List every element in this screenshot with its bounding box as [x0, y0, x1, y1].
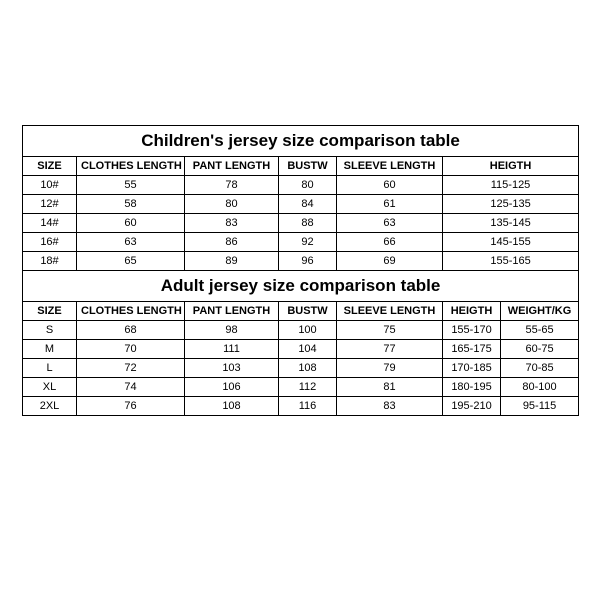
col-size: SIZE — [23, 157, 77, 176]
cell: 104 — [279, 340, 337, 359]
cell: 112 — [279, 378, 337, 397]
cell: XL — [23, 378, 77, 397]
table-row: 14# 60 83 88 63 135-145 — [23, 214, 579, 233]
cell: 60-75 — [501, 340, 579, 359]
cell: 111 — [185, 340, 279, 359]
cell: 180-195 — [443, 378, 501, 397]
col-bust: BUSTW — [279, 302, 337, 321]
cell: 89 — [185, 252, 279, 271]
cell: 125-135 — [443, 195, 579, 214]
cell: M — [23, 340, 77, 359]
cell: 55-65 — [501, 321, 579, 340]
cell: 12# — [23, 195, 77, 214]
col-bust: BUSTW — [279, 157, 337, 176]
cell: 72 — [77, 359, 185, 378]
cell: 81 — [337, 378, 443, 397]
cell: 80-100 — [501, 378, 579, 397]
cell: 88 — [279, 214, 337, 233]
cell: 195-210 — [443, 397, 501, 416]
table-row: L 72 103 108 79 170-185 70-85 — [23, 359, 579, 378]
cell: 14# — [23, 214, 77, 233]
col-cloth: CLOTHES LENGTH — [77, 157, 185, 176]
cell: 77 — [337, 340, 443, 359]
col-size: SIZE — [23, 302, 77, 321]
col-sleeve: SLEEVE LENGTH — [337, 157, 443, 176]
cell: 10# — [23, 176, 77, 195]
cell: 74 — [77, 378, 185, 397]
cell: 63 — [337, 214, 443, 233]
cell: 108 — [185, 397, 279, 416]
col-height: HEIGTH — [443, 157, 579, 176]
cell: 145-155 — [443, 233, 579, 252]
cell: 116 — [279, 397, 337, 416]
cell: 155-165 — [443, 252, 579, 271]
cell: 55 — [77, 176, 185, 195]
cell: 155-170 — [443, 321, 501, 340]
cell: L — [23, 359, 77, 378]
cell: 92 — [279, 233, 337, 252]
col-cloth: CLOTHES LENGTH — [77, 302, 185, 321]
cell: 75 — [337, 321, 443, 340]
cell: 78 — [185, 176, 279, 195]
table-row: 12# 58 80 84 61 125-135 — [23, 195, 579, 214]
cell: 16# — [23, 233, 77, 252]
cell: 83 — [337, 397, 443, 416]
cell: 60 — [77, 214, 185, 233]
cell: 2XL — [23, 397, 77, 416]
cell: 80 — [185, 195, 279, 214]
cell: 60 — [337, 176, 443, 195]
cell: 58 — [77, 195, 185, 214]
col-sleeve: SLEEVE LENGTH — [337, 302, 443, 321]
cell: 69 — [337, 252, 443, 271]
cell: 170-185 — [443, 359, 501, 378]
cell: 83 — [185, 214, 279, 233]
table-row: 2XL 76 108 116 83 195-210 95-115 — [23, 397, 579, 416]
col-pant: PANT LENGTH — [185, 302, 279, 321]
table-row: 18# 65 89 96 69 155-165 — [23, 252, 579, 271]
cell: 76 — [77, 397, 185, 416]
cell: 84 — [279, 195, 337, 214]
cell: 108 — [279, 359, 337, 378]
cell: 96 — [279, 252, 337, 271]
cell: 100 — [279, 321, 337, 340]
cell: 86 — [185, 233, 279, 252]
adult-title: Adult jersey size comparison table — [23, 271, 579, 302]
cell: 66 — [337, 233, 443, 252]
cell: 79 — [337, 359, 443, 378]
cell: 135-145 — [443, 214, 579, 233]
table-row: S 68 98 100 75 155-170 55-65 — [23, 321, 579, 340]
adult-title-row: Adult jersey size comparison table — [23, 271, 579, 302]
cell: 68 — [77, 321, 185, 340]
cell: 95-115 — [501, 397, 579, 416]
table-row: 10# 55 78 80 60 115-125 — [23, 176, 579, 195]
children-header-row: SIZE CLOTHES LENGTH PANT LENGTH BUSTW SL… — [23, 157, 579, 176]
cell: 70 — [77, 340, 185, 359]
col-weight: WEIGHT/KG — [501, 302, 579, 321]
children-title: Children's jersey size comparison table — [23, 126, 579, 157]
cell: 63 — [77, 233, 185, 252]
cell: 165-175 — [443, 340, 501, 359]
cell: 61 — [337, 195, 443, 214]
col-pant: PANT LENGTH — [185, 157, 279, 176]
cell: 80 — [279, 176, 337, 195]
cell: S — [23, 321, 77, 340]
size-chart-sheet: Children's jersey size comparison table … — [0, 0, 600, 600]
table-row: M 70 111 104 77 165-175 60-75 — [23, 340, 579, 359]
col-height: HEIGTH — [443, 302, 501, 321]
cell: 106 — [185, 378, 279, 397]
children-title-row: Children's jersey size comparison table — [23, 126, 579, 157]
size-table: Children's jersey size comparison table … — [22, 125, 579, 416]
cell: 115-125 — [443, 176, 579, 195]
cell: 70-85 — [501, 359, 579, 378]
adult-header-row: SIZE CLOTHES LENGTH PANT LENGTH BUSTW SL… — [23, 302, 579, 321]
cell: 103 — [185, 359, 279, 378]
table-row: XL 74 106 112 81 180-195 80-100 — [23, 378, 579, 397]
cell: 98 — [185, 321, 279, 340]
table-row: 16# 63 86 92 66 145-155 — [23, 233, 579, 252]
cell: 65 — [77, 252, 185, 271]
cell: 18# — [23, 252, 77, 271]
